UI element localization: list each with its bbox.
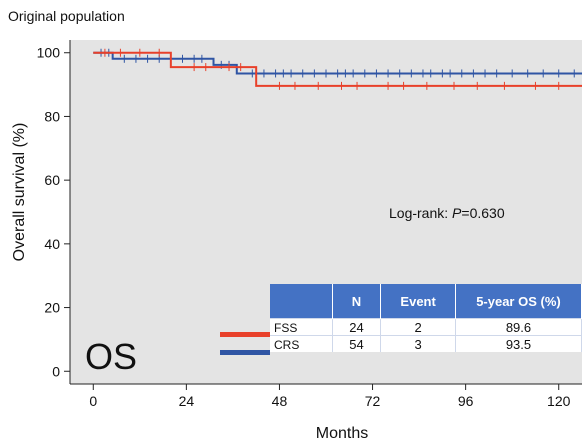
header-event: Event [380,284,456,319]
row-group: FSS [270,318,333,336]
row-n: 54 [332,335,382,352]
panel-label-os: OS [85,336,137,377]
summary-table-header: N Event 5-year OS (%) [270,284,582,319]
row-n: 24 [332,318,382,336]
header-group [270,284,333,319]
annotation-value: =0.630 [461,205,504,221]
logrank-annotation: Log-rank: P=0.630 [389,205,505,221]
legend-line-fss [220,332,270,337]
y-axis-label: Overall survival (%) [11,123,28,262]
y-tick-label: 100 [37,45,61,61]
table-row: CRS 54 3 93.5 [270,335,582,352]
x-tick-label: 72 [365,393,381,409]
curve-crs [93,51,582,75]
x-axis-label: Months [316,425,368,442]
x-tick-label: 96 [458,393,474,409]
annotation-p: P [452,205,462,221]
row-5yr-os: 89.6 [455,318,582,336]
header-n: N [332,284,382,319]
header-5yr-os: 5-year OS (%) [455,284,582,319]
row-group-label: CRS [274,337,300,352]
axes: 0 20 40 60 80 100 0 24 48 72 96 120 [37,40,582,409]
x-tick-label: 0 [89,393,97,409]
x-tick-label: 120 [547,393,571,409]
annotation-prefix: Log-rank: [389,205,452,221]
y-tick-label: 40 [44,236,60,252]
row-group: CRS [270,335,333,352]
row-event: 3 [380,335,456,352]
row-5yr-os: 93.5 [455,335,582,352]
row-event: 2 [380,318,456,336]
x-tick-label: 24 [179,393,195,409]
summary-table: N Event 5-year OS (%) FSS 24 2 89.6 CRS … [270,284,582,352]
table-row: FSS 24 2 89.6 [270,318,582,336]
y-tick-label: 20 [44,300,60,316]
y-tick-label: 60 [44,172,60,188]
y-tick-label: 80 [44,108,60,124]
legend-line-crs [220,350,270,355]
curve-fss [93,51,582,87]
chart-subtitle: Original population [8,8,125,24]
row-group-label: FSS [274,320,298,335]
y-tick-label: 0 [52,363,60,379]
survival-curves [93,48,582,90]
x-tick-label: 48 [272,393,288,409]
